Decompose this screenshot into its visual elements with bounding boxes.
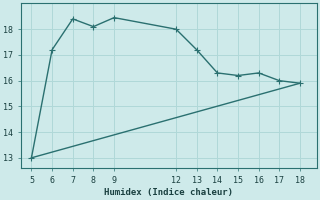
X-axis label: Humidex (Indice chaleur): Humidex (Indice chaleur) xyxy=(104,188,233,197)
